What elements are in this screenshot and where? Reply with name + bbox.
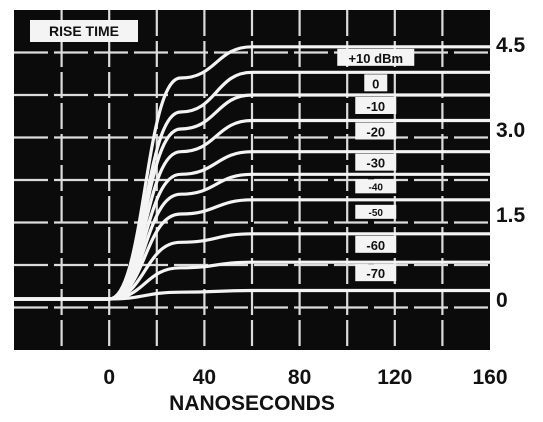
chart-title-box: RISE TIME (30, 20, 138, 42)
curve-label: -60 (366, 238, 385, 253)
x-axis-title: NANOSECONDS (169, 392, 335, 415)
curve-label: -20 (366, 125, 385, 140)
curve-label: -70 (366, 266, 385, 281)
curve-label-tag (355, 204, 397, 219)
curve-label: -40 (369, 182, 384, 193)
traces (12, 45, 492, 301)
curve-label-tag (355, 122, 397, 140)
x-tick-label: 40 (193, 366, 216, 389)
curve-label-tag (337, 48, 415, 66)
curve-label-tag (355, 179, 397, 194)
y-tick-labels: 0 1.5 3.0 4.5 (496, 34, 526, 312)
curve-label: -50 (369, 208, 384, 219)
x-tick-label: 160 (472, 366, 507, 389)
trace-line-10 (12, 288, 492, 301)
curve-label: -30 (366, 156, 385, 171)
y-tick-label: 4.5 (496, 34, 526, 57)
chart-title-background (30, 20, 138, 42)
curve-label-tag (364, 74, 388, 92)
curve-label: -10 (366, 99, 385, 114)
y-tick-label: 0 (496, 289, 508, 312)
x-tick-label: 80 (288, 366, 311, 389)
curve-label: 0 (372, 76, 379, 91)
curve-label-tag (355, 235, 397, 253)
y-tick-label: 1.5 (496, 204, 526, 227)
x-tick-label: 120 (377, 366, 412, 389)
curve-label: +10 dBm (348, 51, 403, 66)
y-tick-label: 3.0 (496, 119, 525, 142)
x-tick-labels: 0 40 80 120 160 (103, 366, 507, 389)
curve-label-tag (355, 97, 397, 114)
chart-title: RISE TIME (49, 23, 119, 39)
curve-label-tag (355, 153, 397, 171)
x-tick-label: 0 (103, 366, 115, 389)
curve-labels: +10 dBm 0 -10 -20 -30 -40 -50 -60 -70 (337, 48, 415, 282)
curve-label-tag (355, 264, 397, 282)
